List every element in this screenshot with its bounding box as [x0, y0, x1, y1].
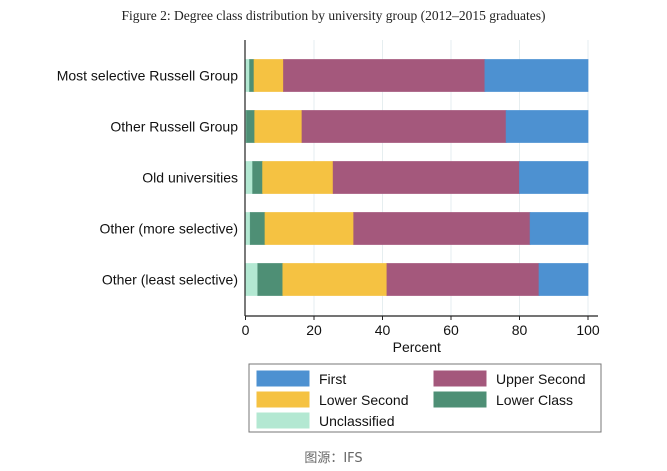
bar-segment-upper-second [301, 110, 507, 143]
category-label: Most selective Russell Group [57, 68, 239, 84]
bar-segment-unclassified [245, 263, 259, 296]
legend-item: Upper Second [433, 370, 586, 387]
bar-row [245, 263, 589, 296]
source-caption: 图源：IFS [304, 451, 363, 466]
bar-segment-lower-class [246, 110, 256, 143]
category-label: Other (more selective) [100, 221, 238, 237]
legend-swatch [433, 370, 487, 387]
x-tick-labels: 0 20 40 60 80 100 [242, 322, 600, 338]
bar-segment-lower-second [254, 110, 303, 143]
legend-item: Unclassified [256, 412, 394, 429]
x-tick-label: 40 [375, 322, 391, 338]
bar-segment-upper-second [283, 59, 486, 92]
category-label: Other (least selective) [102, 272, 238, 288]
bar-segment-upper-second [353, 212, 531, 245]
bar-segment-unclassified [245, 59, 251, 92]
legend-label: Upper Second [496, 371, 586, 387]
bar-segment-upper-second [386, 263, 540, 296]
bar-row [245, 212, 589, 245]
bar-segment-unclassified [245, 161, 254, 194]
bar-segment-first [484, 59, 589, 92]
x-tick-label: 60 [443, 322, 459, 338]
bar-segment-lower-class [249, 212, 266, 245]
legend-swatch [256, 391, 310, 408]
legend-label: Lower Class [496, 392, 573, 408]
x-tick-label: 80 [512, 322, 528, 338]
bar-segment-first [519, 161, 589, 194]
bars [245, 59, 589, 296]
bar-segment-first [529, 212, 589, 245]
bar-segment-lower-class [257, 263, 284, 296]
legend-swatch [256, 370, 310, 387]
bar-segment-upper-second [332, 161, 520, 194]
bar-segment-first [505, 110, 589, 143]
bar-segment-first [538, 263, 589, 296]
bar-row [245, 161, 589, 194]
bar-segment-lower-second [282, 263, 388, 296]
x-tick-label: 0 [242, 322, 250, 338]
legend-item: First [256, 370, 346, 387]
bar-segment-lower-class [252, 161, 264, 194]
bar-segment-lower-class [249, 59, 255, 92]
category-labels: Most selective Russell Group Other Russel… [57, 68, 239, 288]
category-label: Old universities [142, 170, 238, 186]
bar-segment-lower-second [262, 161, 334, 194]
legend-label: First [319, 371, 346, 387]
bar-segment-lower-second [253, 59, 284, 92]
x-tick-label: 100 [576, 322, 600, 338]
x-axis-title: Percent [393, 339, 441, 355]
x-tick-label: 20 [306, 322, 322, 338]
legend-label: Unclassified [319, 413, 394, 429]
axes [244, 40, 598, 320]
bar-row [245, 59, 589, 92]
bar-segment-unclassified [245, 212, 251, 245]
legend-swatch [256, 412, 310, 429]
chart-title: Figure 2: Degree class distribution by u… [121, 8, 546, 23]
category-label: Other Russell Group [110, 119, 238, 135]
legend-item: Lower Class [433, 391, 573, 408]
bar-segment-lower-second [264, 212, 355, 245]
legend: First Upper Second Lower Second Lower Class… [248, 363, 602, 433]
legend-item: Lower Second [256, 391, 409, 408]
legend-label: Lower Second [319, 392, 409, 408]
bar-row [245, 110, 589, 143]
legend-swatch [433, 391, 487, 408]
